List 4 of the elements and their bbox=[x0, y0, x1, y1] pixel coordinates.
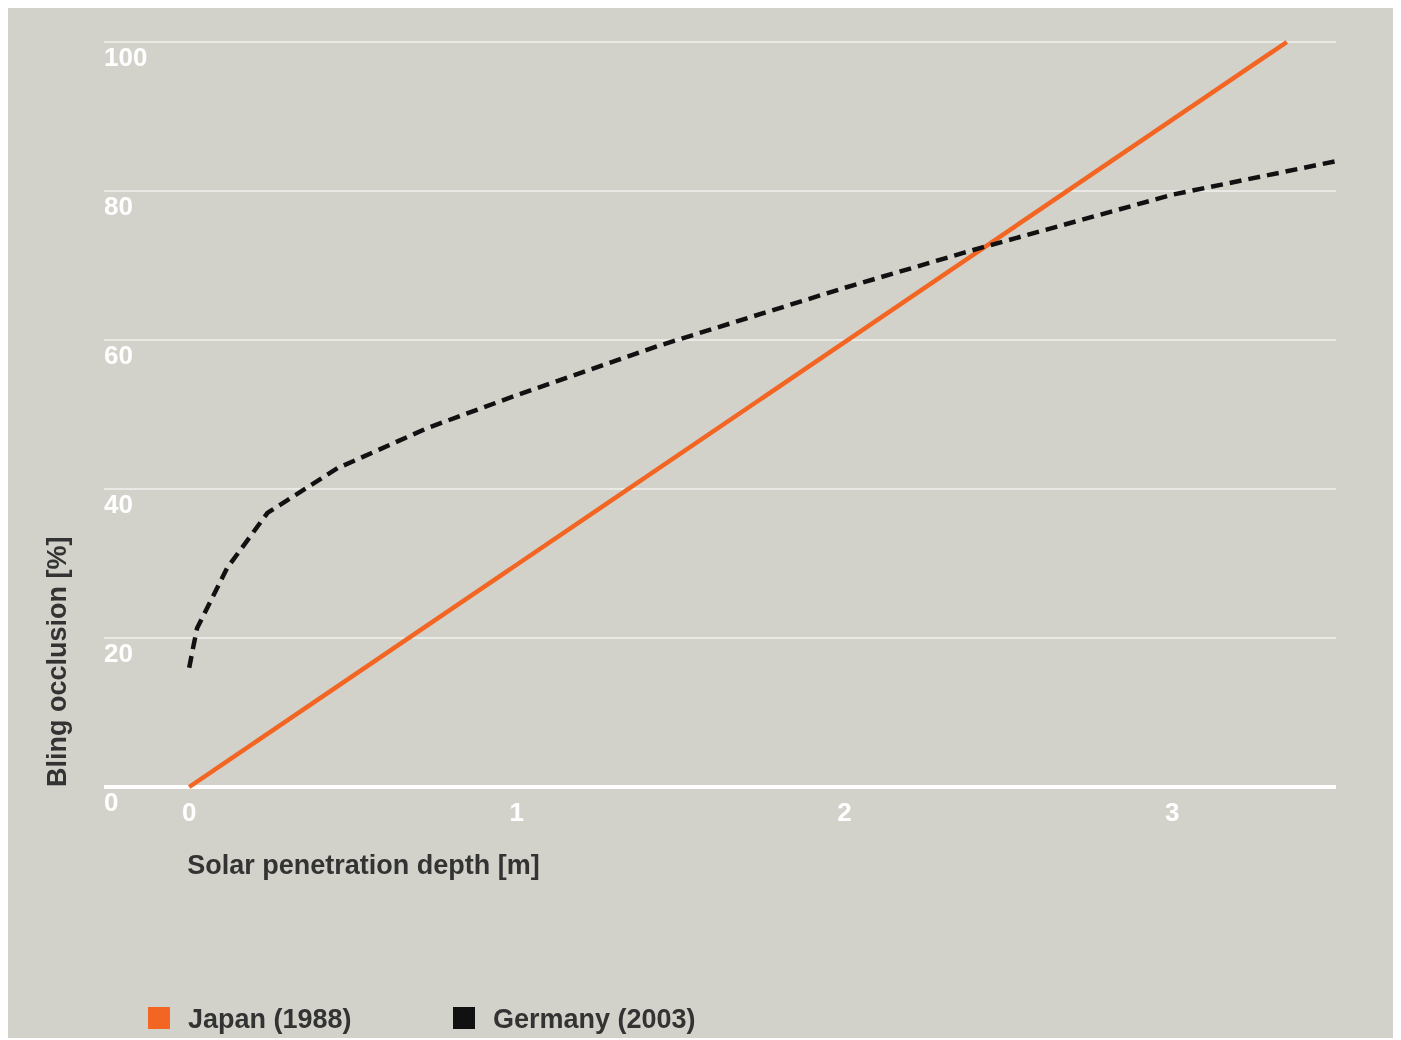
legend-label: Japan (1988) bbox=[188, 1004, 352, 1034]
y-axis-title: Bling occlusion [%] bbox=[42, 536, 72, 787]
legend-label: Germany (2003) bbox=[493, 1004, 696, 1034]
x-axis-title: Solar penetration depth [m] bbox=[187, 850, 540, 880]
